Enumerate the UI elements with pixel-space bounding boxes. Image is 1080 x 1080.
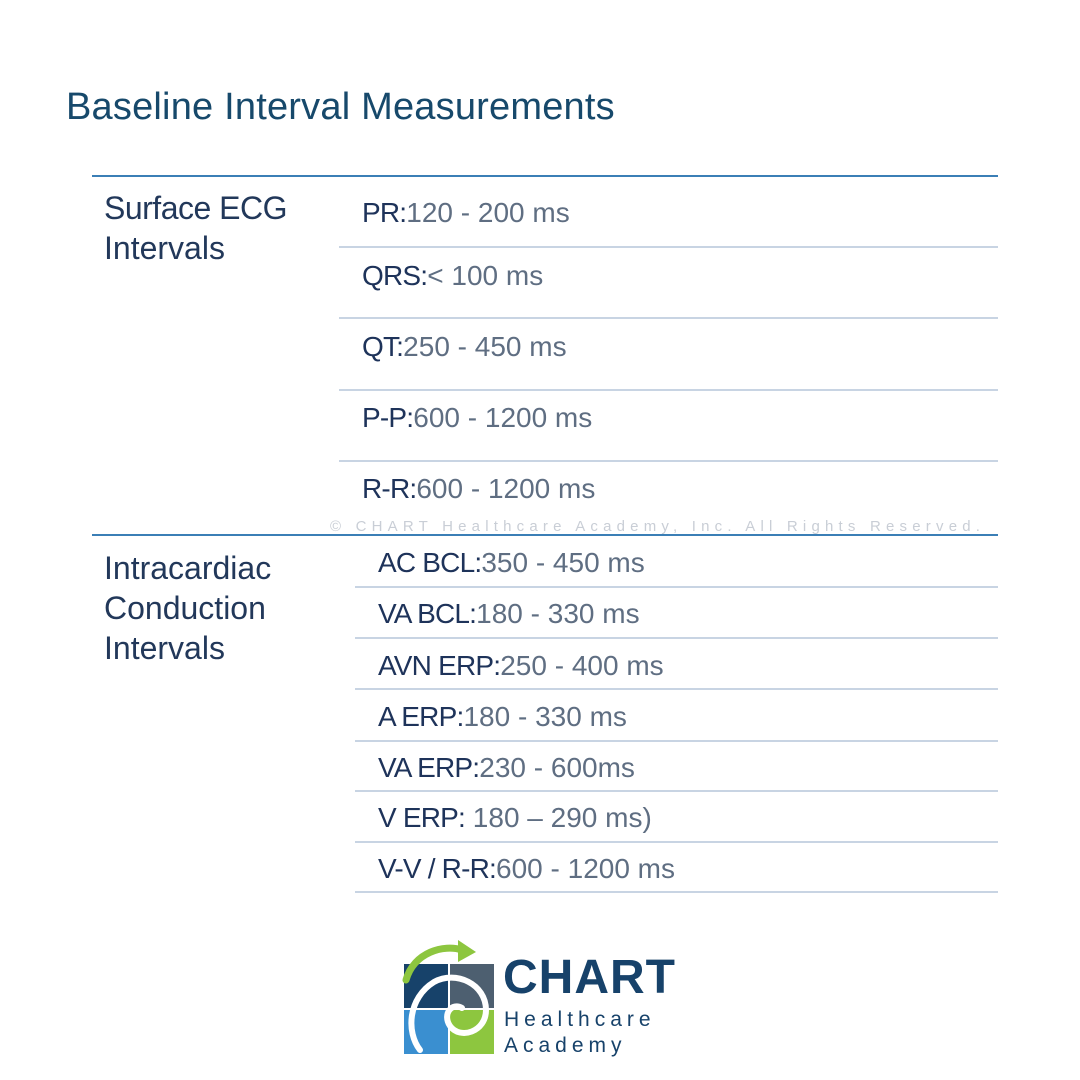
category-intracardiac: Intracardiac Conduction Intervals [104, 548, 271, 668]
row-label: AVN ERP: [378, 650, 501, 681]
table-row: VA BCL:180 - 330 ms [378, 598, 640, 630]
row-label: P-P: [362, 402, 414, 433]
row-divider [339, 246, 998, 248]
category-line: Intervals [104, 230, 225, 266]
row-value: 180 - 330 ms [476, 598, 640, 629]
table-row: V-V / R-R:600 - 1200 ms [378, 853, 675, 885]
row-label: V-V / R-R: [378, 853, 497, 884]
logo-mark-icon [402, 940, 494, 1054]
row-divider [355, 891, 998, 893]
row-value: 350 - 450 ms [481, 547, 645, 578]
row-value: 120 - 200 ms [406, 197, 570, 228]
chart-healthcare-logo: CHART Healthcare Academy [400, 940, 690, 1060]
row-label: PR: [362, 197, 407, 228]
table-row: AC BCL:350 - 450 ms [378, 547, 645, 579]
row-value: 230 - 600ms [479, 752, 635, 783]
row-value: 600 - 1200 ms [413, 402, 593, 433]
table-row: QT:250 - 450 ms [362, 331, 567, 363]
row-divider [355, 586, 998, 588]
category-line: Intracardiac [104, 550, 272, 586]
row-value: 180 - 330 ms [463, 701, 627, 732]
row-divider [339, 460, 998, 462]
table-row: VA ERP:230 - 600ms [378, 752, 635, 784]
row-value: < 100 ms [427, 260, 544, 291]
row-label: QT: [362, 331, 404, 362]
logo-subtitle: Healthcare [504, 1008, 656, 1031]
row-divider [355, 790, 998, 792]
row-label: VA BCL: [378, 598, 477, 629]
row-divider [355, 688, 998, 690]
category-line: Surface ECG [104, 190, 288, 226]
logo-subtitle: Academy [504, 1034, 627, 1057]
table-row: AVN ERP:250 - 400 ms [378, 650, 664, 682]
copyright-watermark: © CHART Healthcare Academy, Inc. All Rig… [330, 518, 986, 535]
row-value: 600 - 1200 ms [416, 473, 596, 504]
table-row: R-R:600 - 1200 ms [362, 473, 595, 505]
row-divider [355, 740, 998, 742]
row-value: 600 - 1200 ms [496, 853, 676, 884]
page-title: Baseline Interval Measurements [66, 86, 615, 128]
row-label: AC BCL: [378, 547, 482, 578]
row-label: QRS: [362, 260, 428, 291]
table-row: A ERP:180 - 330 ms [378, 701, 627, 733]
row-label: V ERP: [378, 802, 466, 833]
table-row: V ERP: 180 – 290 ms) [378, 802, 652, 834]
category-line: Conduction [104, 590, 266, 626]
table-row: P-P:600 - 1200 ms [362, 402, 592, 434]
row-label: R-R: [362, 473, 417, 504]
row-label: A ERP: [378, 701, 464, 732]
row-divider [355, 637, 998, 639]
section-divider [92, 534, 998, 536]
logo-wordmark: CHART [503, 951, 676, 1004]
category-surface-ecg: Surface ECG Intervals [104, 188, 288, 268]
table-row: PR:120 - 200 ms [362, 197, 570, 229]
row-label: VA ERP: [378, 752, 480, 783]
category-line: Intervals [104, 630, 225, 666]
row-divider [339, 389, 998, 391]
row-divider [339, 317, 998, 319]
row-value: 250 - 400 ms [500, 650, 664, 681]
row-value: 180 – 290 ms) [465, 802, 652, 833]
row-divider [355, 841, 998, 843]
table-top-rule [92, 175, 998, 177]
row-value: 250 - 450 ms [403, 331, 567, 362]
table-row: QRS:< 100 ms [362, 260, 543, 292]
